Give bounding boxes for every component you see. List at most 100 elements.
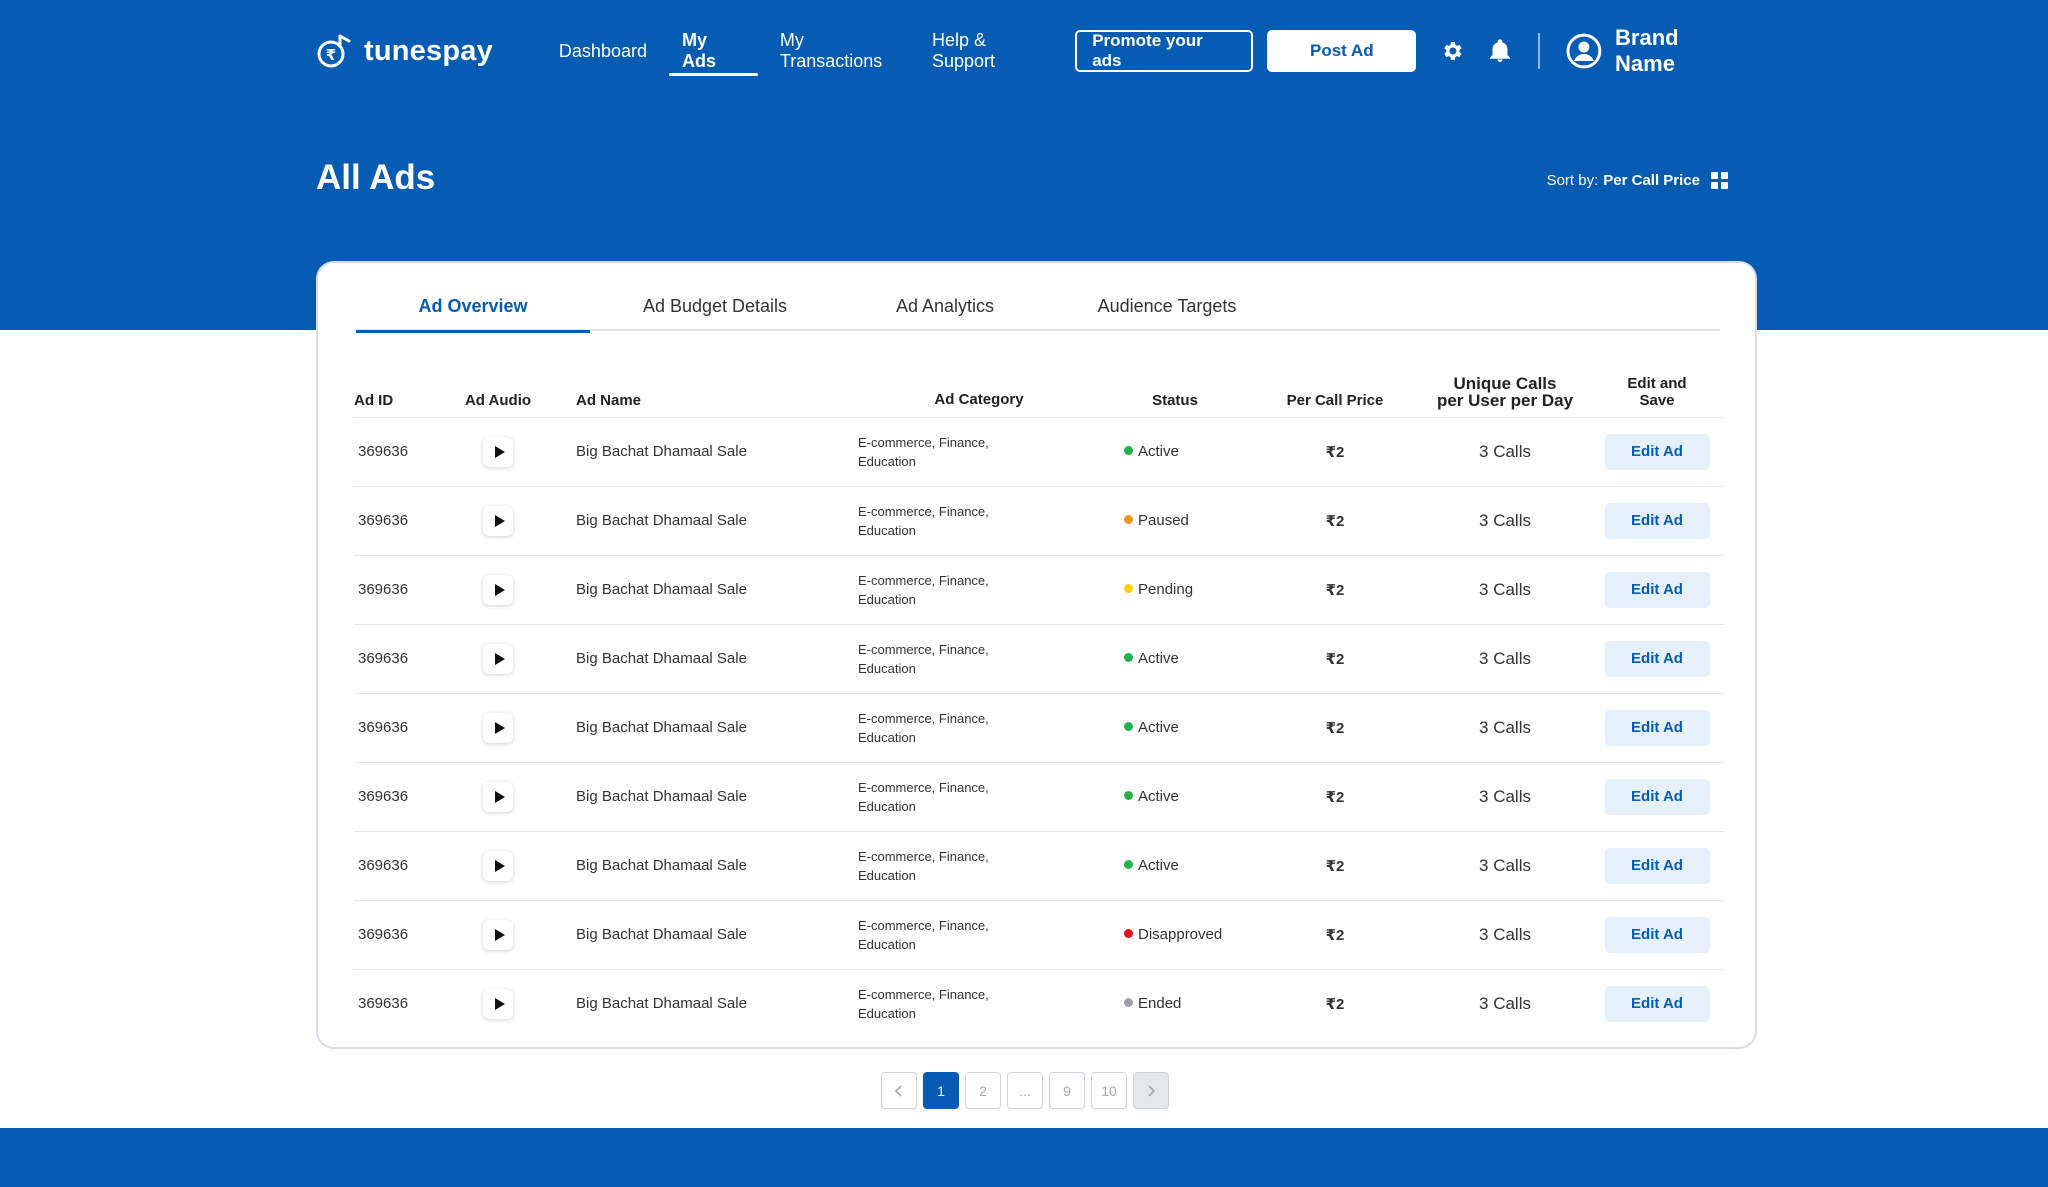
tab-audience-targets[interactable]: Audience Targets (1097, 295, 1237, 316)
ad-category-line2: Education (858, 867, 916, 883)
unique-calls: 3 Calls (1420, 417, 1590, 487)
nav-help-support[interactable]: Help & Support (931, 30, 996, 71)
ad-category-line1: E-commerce, Finance, (858, 572, 989, 588)
play-icon[interactable] (483, 712, 513, 743)
play-icon[interactable] (483, 436, 513, 467)
nav-links: Dashboard My Ads My Transactions Help & … (558, 28, 1075, 76)
page-button-9[interactable]: 9 (1049, 1072, 1085, 1109)
user-menu[interactable]: Brand Name (1566, 25, 1744, 77)
table-row: 369636 Big Bachat Dhamaal Sale E-commerce,… (354, 762, 1724, 832)
ad-id: 369636 (354, 417, 438, 487)
page-button-2[interactable]: 2 (965, 1072, 1001, 1109)
unique-calls: 3 Calls (1420, 486, 1590, 556)
chevron-left-icon[interactable] (881, 1072, 917, 1109)
edit-ad-button[interactable]: Edit Ad (1604, 502, 1710, 539)
header-per-call-price: Per Call Price (1250, 363, 1420, 418)
table-header-row: Ad ID Ad Audio Ad Name Ad Category Statu… (354, 363, 1724, 418)
chevron-right-icon[interactable] (1133, 1072, 1169, 1109)
play-icon[interactable] (483, 574, 513, 605)
page-button-10[interactable]: 10 (1091, 1072, 1127, 1109)
ad-category: E-commerce, Finance, Education (858, 831, 1100, 901)
ad-name: Big Bachat Dhamaal Sale (558, 693, 858, 763)
status-dot-icon (1124, 584, 1133, 593)
grid-icon[interactable] (1711, 172, 1728, 189)
status-label: Active (1138, 719, 1179, 736)
per-call-price: ₹2 (1250, 624, 1420, 694)
per-call-price: ₹2 (1250, 555, 1420, 625)
status-dot-icon (1124, 515, 1133, 524)
tab-ad-overview[interactable]: Ad Overview (356, 281, 590, 333)
tab-ad-analytics[interactable]: Ad Analytics (895, 295, 995, 316)
edit-ad-button[interactable]: Edit Ad (1604, 985, 1710, 1022)
per-call-price: ₹2 (1250, 486, 1420, 556)
logo[interactable]: ₹ tunespay (316, 32, 493, 70)
ad-category: E-commerce, Finance, Education (858, 486, 1100, 556)
table-row: 369636 Big Bachat Dhamaal Sale E-commerce,… (354, 486, 1724, 556)
status-cell: Ended (1100, 969, 1250, 1038)
status-label: Paused (1138, 512, 1189, 529)
ad-category-line1: E-commerce, Finance, (858, 434, 989, 450)
nav-dashboard[interactable]: Dashboard (558, 40, 647, 61)
brand-name: tunespay (364, 34, 493, 67)
play-icon[interactable] (483, 850, 513, 881)
edit-ad-button[interactable]: Edit Ad (1604, 847, 1710, 884)
sort-control[interactable]: Sort by: Per Call Price (1547, 172, 1728, 189)
edit-ad-button[interactable]: Edit Ad (1604, 433, 1710, 470)
ad-category-line2: Education (858, 729, 916, 745)
ad-name: Big Bachat Dhamaal Sale (558, 762, 858, 832)
table-row: 369636 Big Bachat Dhamaal Sale E-commerce,… (354, 969, 1724, 1038)
post-ad-button[interactable]: Post Ad (1267, 30, 1417, 72)
header-unique-calls: Unique Calls per User per Day (1420, 363, 1590, 418)
ad-category-line2: Education (858, 1005, 916, 1021)
bell-icon[interactable] (1486, 37, 1514, 65)
ad-name: Big Bachat Dhamaal Sale (558, 900, 858, 970)
ad-category-line2: Education (858, 660, 916, 676)
per-call-price: ₹2 (1250, 693, 1420, 763)
play-icon[interactable] (483, 988, 513, 1019)
ads-table: Ad ID Ad Audio Ad Name Ad Category Statu… (354, 363, 1724, 1038)
play-icon[interactable] (483, 643, 513, 674)
edit-ad-button[interactable]: Edit Ad (1604, 916, 1710, 953)
status-label: Active (1138, 443, 1179, 460)
ad-category-line1: E-commerce, Finance, (858, 503, 989, 519)
page-button-1[interactable]: 1 (923, 1072, 959, 1109)
nav-divider (1538, 33, 1541, 69)
ad-category-line2: Education (858, 936, 916, 952)
play-icon[interactable] (483, 781, 513, 812)
ad-name: Big Bachat Dhamaal Sale (558, 624, 858, 694)
logo-icon: ₹ (316, 32, 354, 70)
edit-ad-button[interactable]: Edit Ad (1604, 778, 1710, 815)
ad-category-line1: E-commerce, Finance, (858, 917, 989, 933)
nav-my-ads[interactable]: My Ads (668, 28, 758, 76)
ad-category: E-commerce, Finance, Education (858, 693, 1100, 763)
status-label: Pending (1138, 581, 1194, 598)
status-label: Ended (1138, 995, 1182, 1013)
per-call-price: ₹2 (1250, 831, 1420, 901)
pagination: 1 2 ... 9 10 (881, 1072, 1169, 1109)
ad-id: 369636 (354, 486, 438, 556)
ad-id: 369636 (354, 762, 438, 832)
status-cell: Active (1100, 417, 1250, 487)
gear-icon[interactable] (1438, 37, 1466, 65)
unique-calls: 3 Calls (1420, 762, 1590, 832)
edit-ad-button[interactable]: Edit Ad (1604, 571, 1710, 608)
play-icon[interactable] (483, 505, 513, 536)
status-dot-icon (1124, 653, 1133, 662)
unique-calls: 3 Calls (1420, 900, 1590, 970)
edit-ad-button[interactable]: Edit Ad (1604, 640, 1710, 677)
ads-card: Ad Overview Ad Budget Details Ad Analyti… (316, 261, 1757, 1049)
status-cell: Active (1100, 693, 1250, 763)
svg-text:₹: ₹ (326, 46, 336, 64)
status-cell: Pending (1100, 555, 1250, 625)
edit-ad-button[interactable]: Edit Ad (1604, 709, 1710, 746)
unique-calls: 3 Calls (1479, 993, 1531, 1013)
nav-my-transactions[interactable]: My Transactions (779, 30, 883, 71)
promote-ads-button[interactable]: Promote your ads (1075, 30, 1254, 72)
ad-id: 369636 (354, 624, 438, 694)
per-call-price: ₹2 (1250, 900, 1420, 970)
status-dot-icon (1124, 446, 1133, 455)
header-unique-calls-line1: Unique Calls (1453, 373, 1557, 393)
tab-ad-budget-details[interactable]: Ad Budget Details (642, 295, 788, 316)
play-icon[interactable] (483, 919, 513, 950)
status-cell: Disapproved (1100, 900, 1250, 970)
